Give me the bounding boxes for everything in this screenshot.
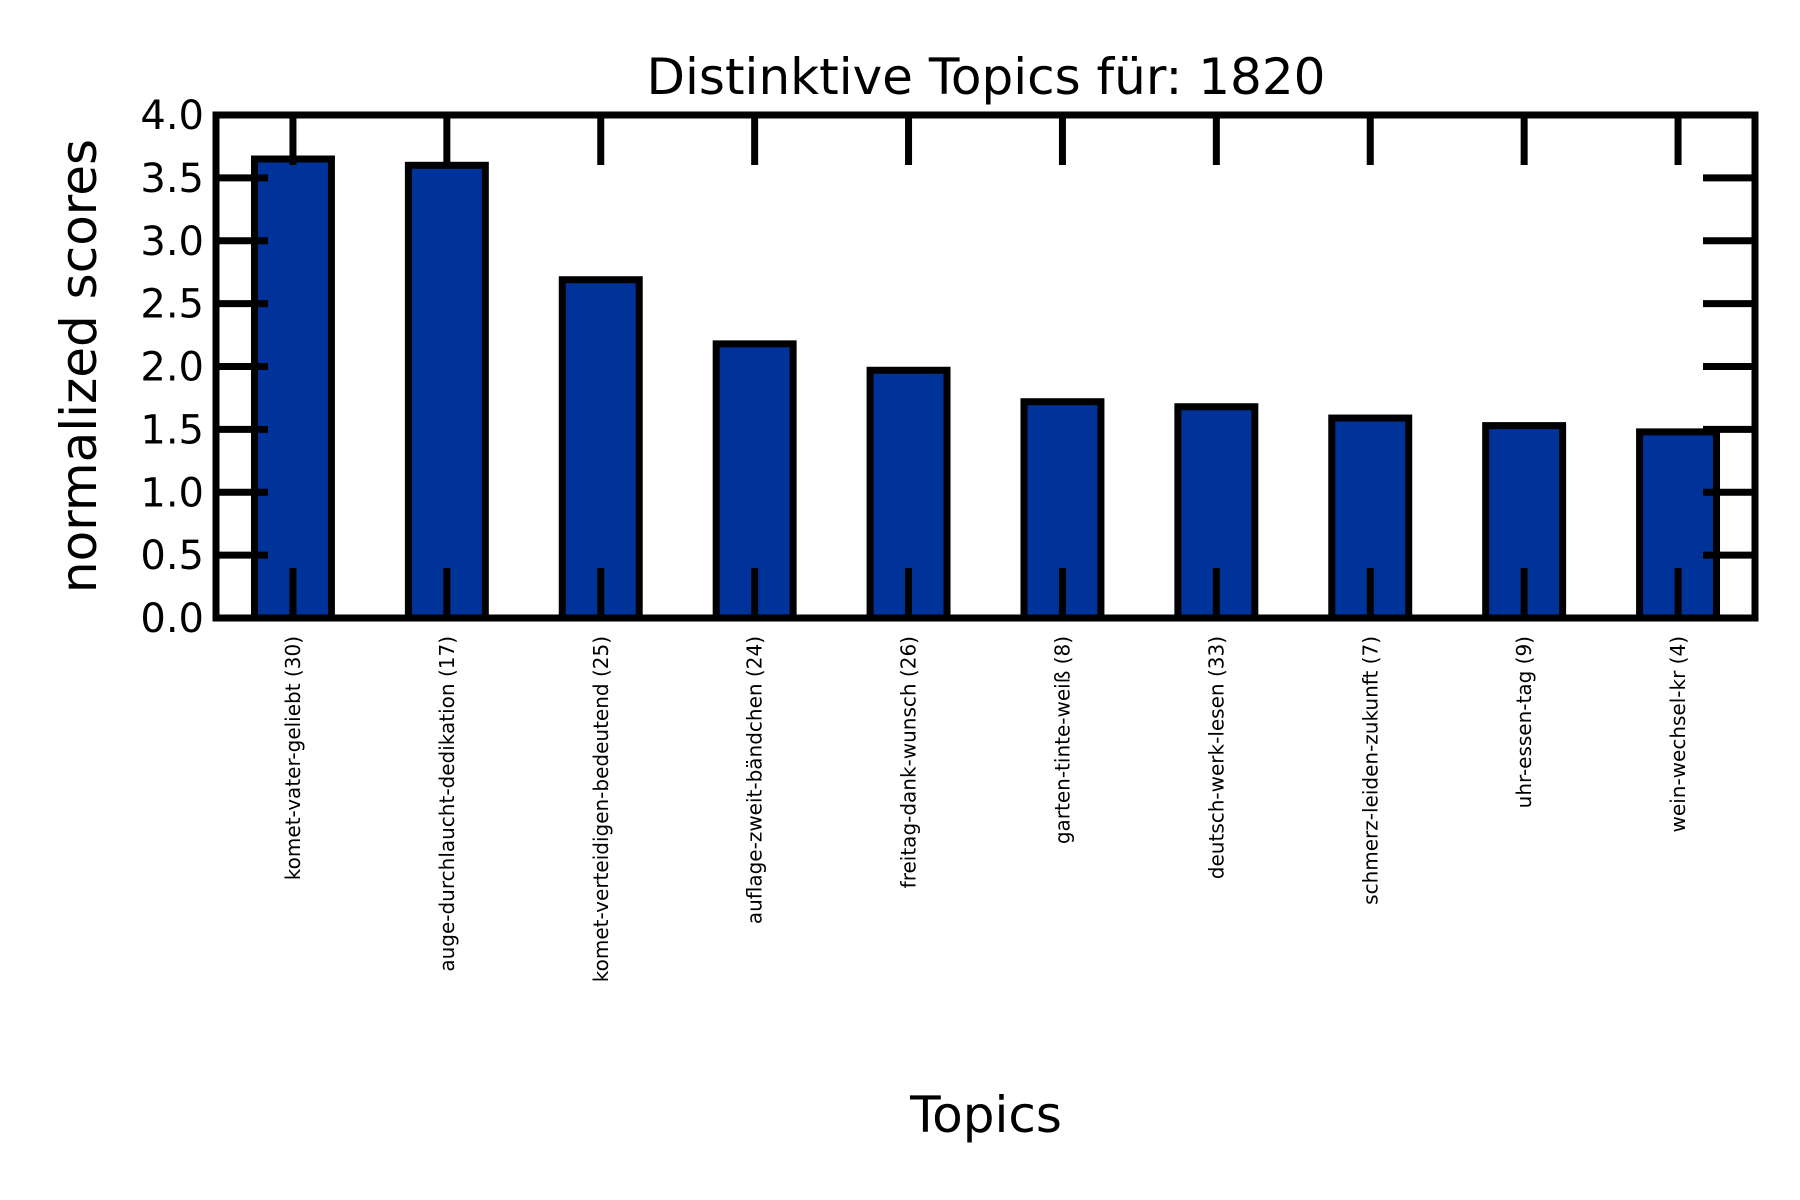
x-tick-label: auflage-zweit-bändchen (24) bbox=[743, 636, 767, 924]
bar bbox=[558, 276, 643, 622]
y-tick-label: 4.0 bbox=[140, 93, 204, 139]
y-tick-label: 0.0 bbox=[140, 596, 204, 642]
y-tick-label: 3.0 bbox=[140, 219, 204, 265]
x-tick-label: auge-durchlaucht-dedikation (17) bbox=[435, 636, 459, 972]
x-tick-label: komet-vater-geliebt (30) bbox=[281, 636, 305, 880]
y-axis-label: normalized scores bbox=[50, 139, 108, 593]
y-tick-label: 1.0 bbox=[140, 470, 204, 516]
y-tick-label: 0.5 bbox=[140, 533, 204, 579]
y-tick-label: 3.5 bbox=[140, 156, 204, 202]
x-tick-label: uhr-essen-tag (9) bbox=[1512, 636, 1536, 808]
x-tick-label: deutsch-werk-lesen (33) bbox=[1204, 636, 1228, 879]
bar bbox=[250, 155, 335, 622]
y-tick-label: 1.5 bbox=[140, 407, 204, 453]
x-tick-label: schmerz-leiden-zukunft (7) bbox=[1358, 636, 1382, 905]
x-tick-label: garten-tinte-weiß (8) bbox=[1050, 636, 1074, 844]
y-tick-label: 2.0 bbox=[140, 345, 204, 391]
x-tick-label: komet-verteidigen-bedeutend (25) bbox=[589, 636, 613, 982]
y-tick-label: 2.5 bbox=[140, 282, 204, 328]
chart-title: Distinktive Topics für: 1820 bbox=[647, 48, 1326, 106]
x-tick-label: wein-wechsel-kr (4) bbox=[1666, 636, 1690, 832]
x-tick-label: freitag-dank-wunsch (26) bbox=[897, 636, 921, 888]
bar bbox=[404, 161, 489, 622]
x-axis-label: Topics bbox=[909, 1086, 1062, 1144]
